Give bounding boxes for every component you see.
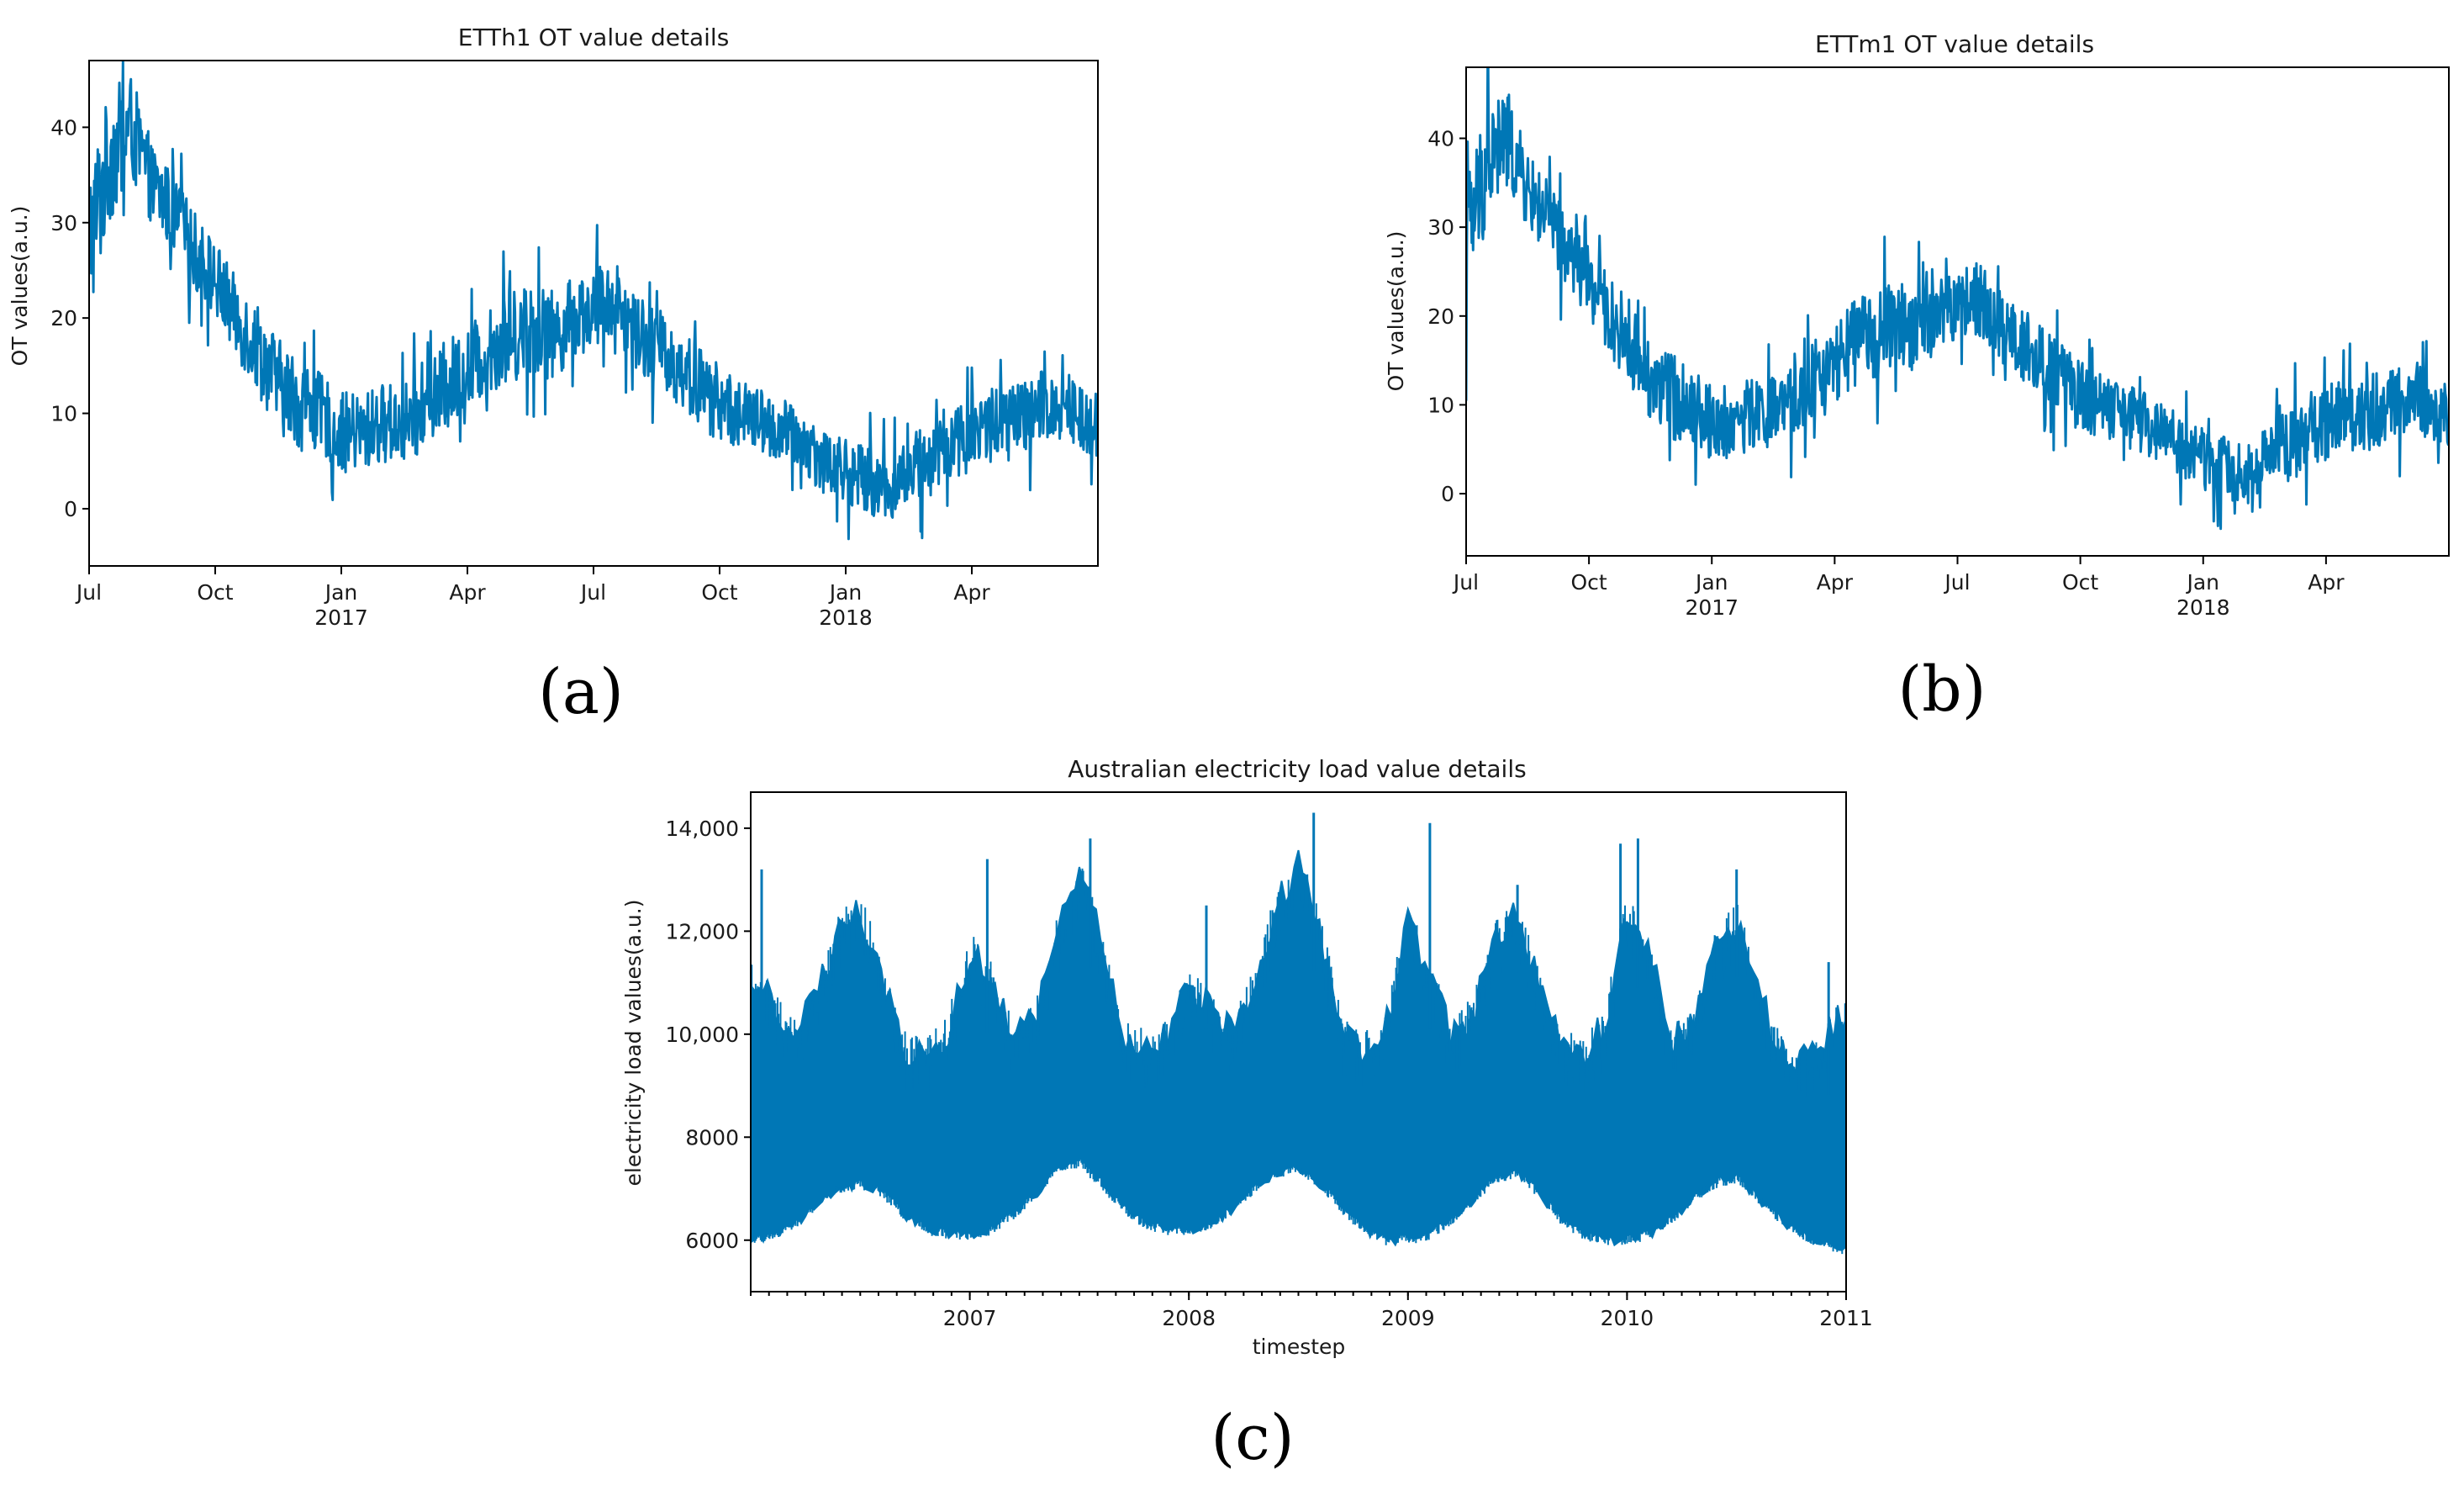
x-tick-label: Apr	[449, 580, 486, 605]
x-tick-label: 2007	[943, 1306, 997, 1330]
series-layer	[1466, 67, 2449, 531]
x-tick-label: Jul	[1452, 570, 1479, 595]
y-tick-label: 10,000	[666, 1023, 739, 1047]
caption-c: (c)	[1211, 1402, 1294, 1474]
series-layer	[751, 812, 1846, 1255]
chart-panel-b: ETTm1 OT value details OT values(a.u.) 0…	[1384, 30, 2450, 726]
y-tick-label: 0	[64, 497, 77, 521]
y-tick-label: 30	[1427, 215, 1454, 240]
x-tick-year-label: 2017	[314, 605, 368, 630]
x-tick-label: 2008	[1162, 1306, 1216, 1330]
x-tick-label: Apr	[2308, 570, 2345, 595]
y-tick-label: 40	[1427, 127, 1454, 151]
x-tick-label: Oct	[197, 580, 233, 605]
x-tick-label: 2011	[1819, 1306, 1873, 1330]
x-tick-label: Jan	[324, 580, 358, 605]
x-tick-label: Oct	[2062, 570, 2098, 595]
x-tick-label: Jul	[579, 580, 606, 605]
x-tick-label: Apr	[953, 580, 990, 605]
y-tick-label: 14,000	[666, 817, 739, 841]
y-axis: 6000 8000 10,000 12,000 14,000	[666, 817, 751, 1253]
x-tick-label: 2009	[1381, 1306, 1435, 1330]
y-tick-label: 12,000	[666, 919, 739, 944]
series-line	[89, 61, 1098, 541]
x-tick-label: Oct	[1571, 570, 1607, 595]
y-axis-label: OT values(a.u.)	[1384, 231, 1408, 392]
y-tick-label: 6000	[685, 1229, 739, 1253]
y-axis-label: electricity load values(a.u.)	[621, 900, 646, 1187]
x-tick-label: Jul	[75, 580, 102, 605]
chart-panel-a: ETTh1 OT value details OT values(a.u.) 0…	[8, 24, 1099, 728]
y-tick-label: 20	[1427, 304, 1454, 329]
x-axis: 2007 2008 2009 2010 2011	[750, 1292, 1873, 1330]
chart-panel-c: Australian electricity load value detail…	[621, 755, 1873, 1474]
series-layer	[89, 61, 1098, 541]
x-tick-label: Jan	[2185, 570, 2219, 595]
y-tick-label: 10	[1427, 393, 1454, 417]
y-tick-label: 40	[50, 115, 77, 140]
chart-title: ETTm1 OT value details	[1815, 30, 2094, 58]
y-tick-label: 30	[50, 211, 77, 235]
y-tick-label: 0	[1441, 482, 1454, 506]
x-tick-label: Jul	[1943, 570, 1970, 595]
x-tick-label: Apr	[1817, 570, 1854, 595]
caption-b: (b)	[1897, 653, 1986, 726]
x-tick-year-label: 2018	[2176, 595, 2230, 620]
x-tick-year-label: 2017	[1685, 595, 1739, 620]
x-tick-label: Jan	[828, 580, 863, 605]
x-tick-label: Jan	[1694, 570, 1728, 595]
chart-title: ETTh1 OT value details	[458, 24, 730, 51]
y-tick-label: 20	[50, 306, 77, 330]
caption-a: (a)	[538, 656, 624, 728]
y-axis: 0 10 20 30 40	[1427, 127, 1466, 506]
y-tick-label: 8000	[685, 1125, 739, 1150]
x-axis-label: timestep	[1253, 1335, 1346, 1359]
x-tick-label: 2010	[1601, 1306, 1654, 1330]
y-axis: 0 10 20 30 40	[50, 115, 89, 521]
y-axis-label: OT values(a.u.)	[8, 206, 32, 367]
chart-title: Australian electricity load value detail…	[1068, 755, 1526, 783]
series-oscillation	[751, 860, 1846, 1255]
x-tick-year-label: 2018	[819, 605, 873, 630]
series-line	[1466, 67, 2449, 531]
x-tick-label: Oct	[701, 580, 737, 605]
y-tick-label: 10	[50, 402, 77, 426]
